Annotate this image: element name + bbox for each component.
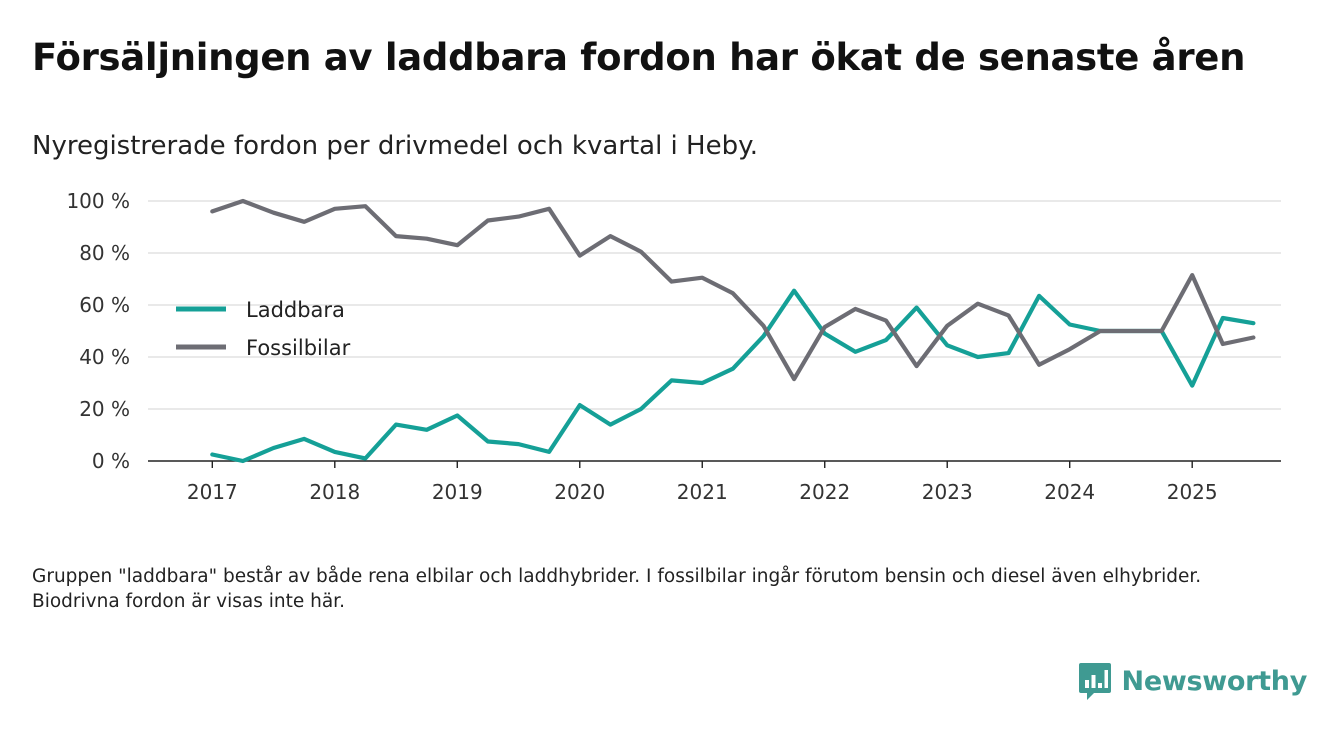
y-tick-label: 40 % [79,345,130,369]
newsworthy-logo-icon [1078,663,1111,700]
line-chart: 0 % 20 % 40 % 60 % 80 % 100 % 2017 2018 2019 2020… [66,189,1281,504]
legend-label-fossilbilar: Fossilbilar [246,336,351,360]
chart-subtitle: Nyregistrerade fordon per drivmedel och … [32,131,759,161]
y-tick-label: 20 % [79,397,130,421]
y-tick-label: 60 % [79,293,130,317]
series-line-laddbara [210,288,1256,464]
x-tick-label: 2018 [309,480,360,504]
series-lines [210,198,1256,464]
brand-name: Newsworthy [1121,665,1308,697]
legend-label-laddbara: Laddbara [246,298,345,322]
x-tick-label: 2025 [1167,480,1218,504]
y-tick-label: 80 % [79,241,130,265]
grid-lines [148,200,1281,410]
chart-title: Försäljningen av laddbara fordon har öka… [32,36,1246,79]
x-tick-label: 2023 [922,480,973,504]
legend: Laddbara Fossilbilar [176,298,351,360]
x-tick-label: 2021 [677,480,728,504]
y-tick-label: 100 % [66,189,130,213]
brand-logo[interactable]: Newsworthy [1078,661,1307,701]
x-tick-label: 2024 [1044,480,1095,504]
x-tick-label: 2019 [432,480,483,504]
footnote: Gruppen "laddbara" består av både rena e… [32,566,1202,612]
axes: 0 % 20 % 40 % 60 % 80 % 100 % 2017 2018 2019 2020… [66,189,1281,504]
x-tick-label: 2020 [554,480,605,504]
series-line-fossilbilar [210,198,1256,382]
y-tick-label: 0 % [92,449,130,473]
x-tick-label: 2022 [799,480,850,504]
x-tick-label: 2017 [187,480,238,504]
